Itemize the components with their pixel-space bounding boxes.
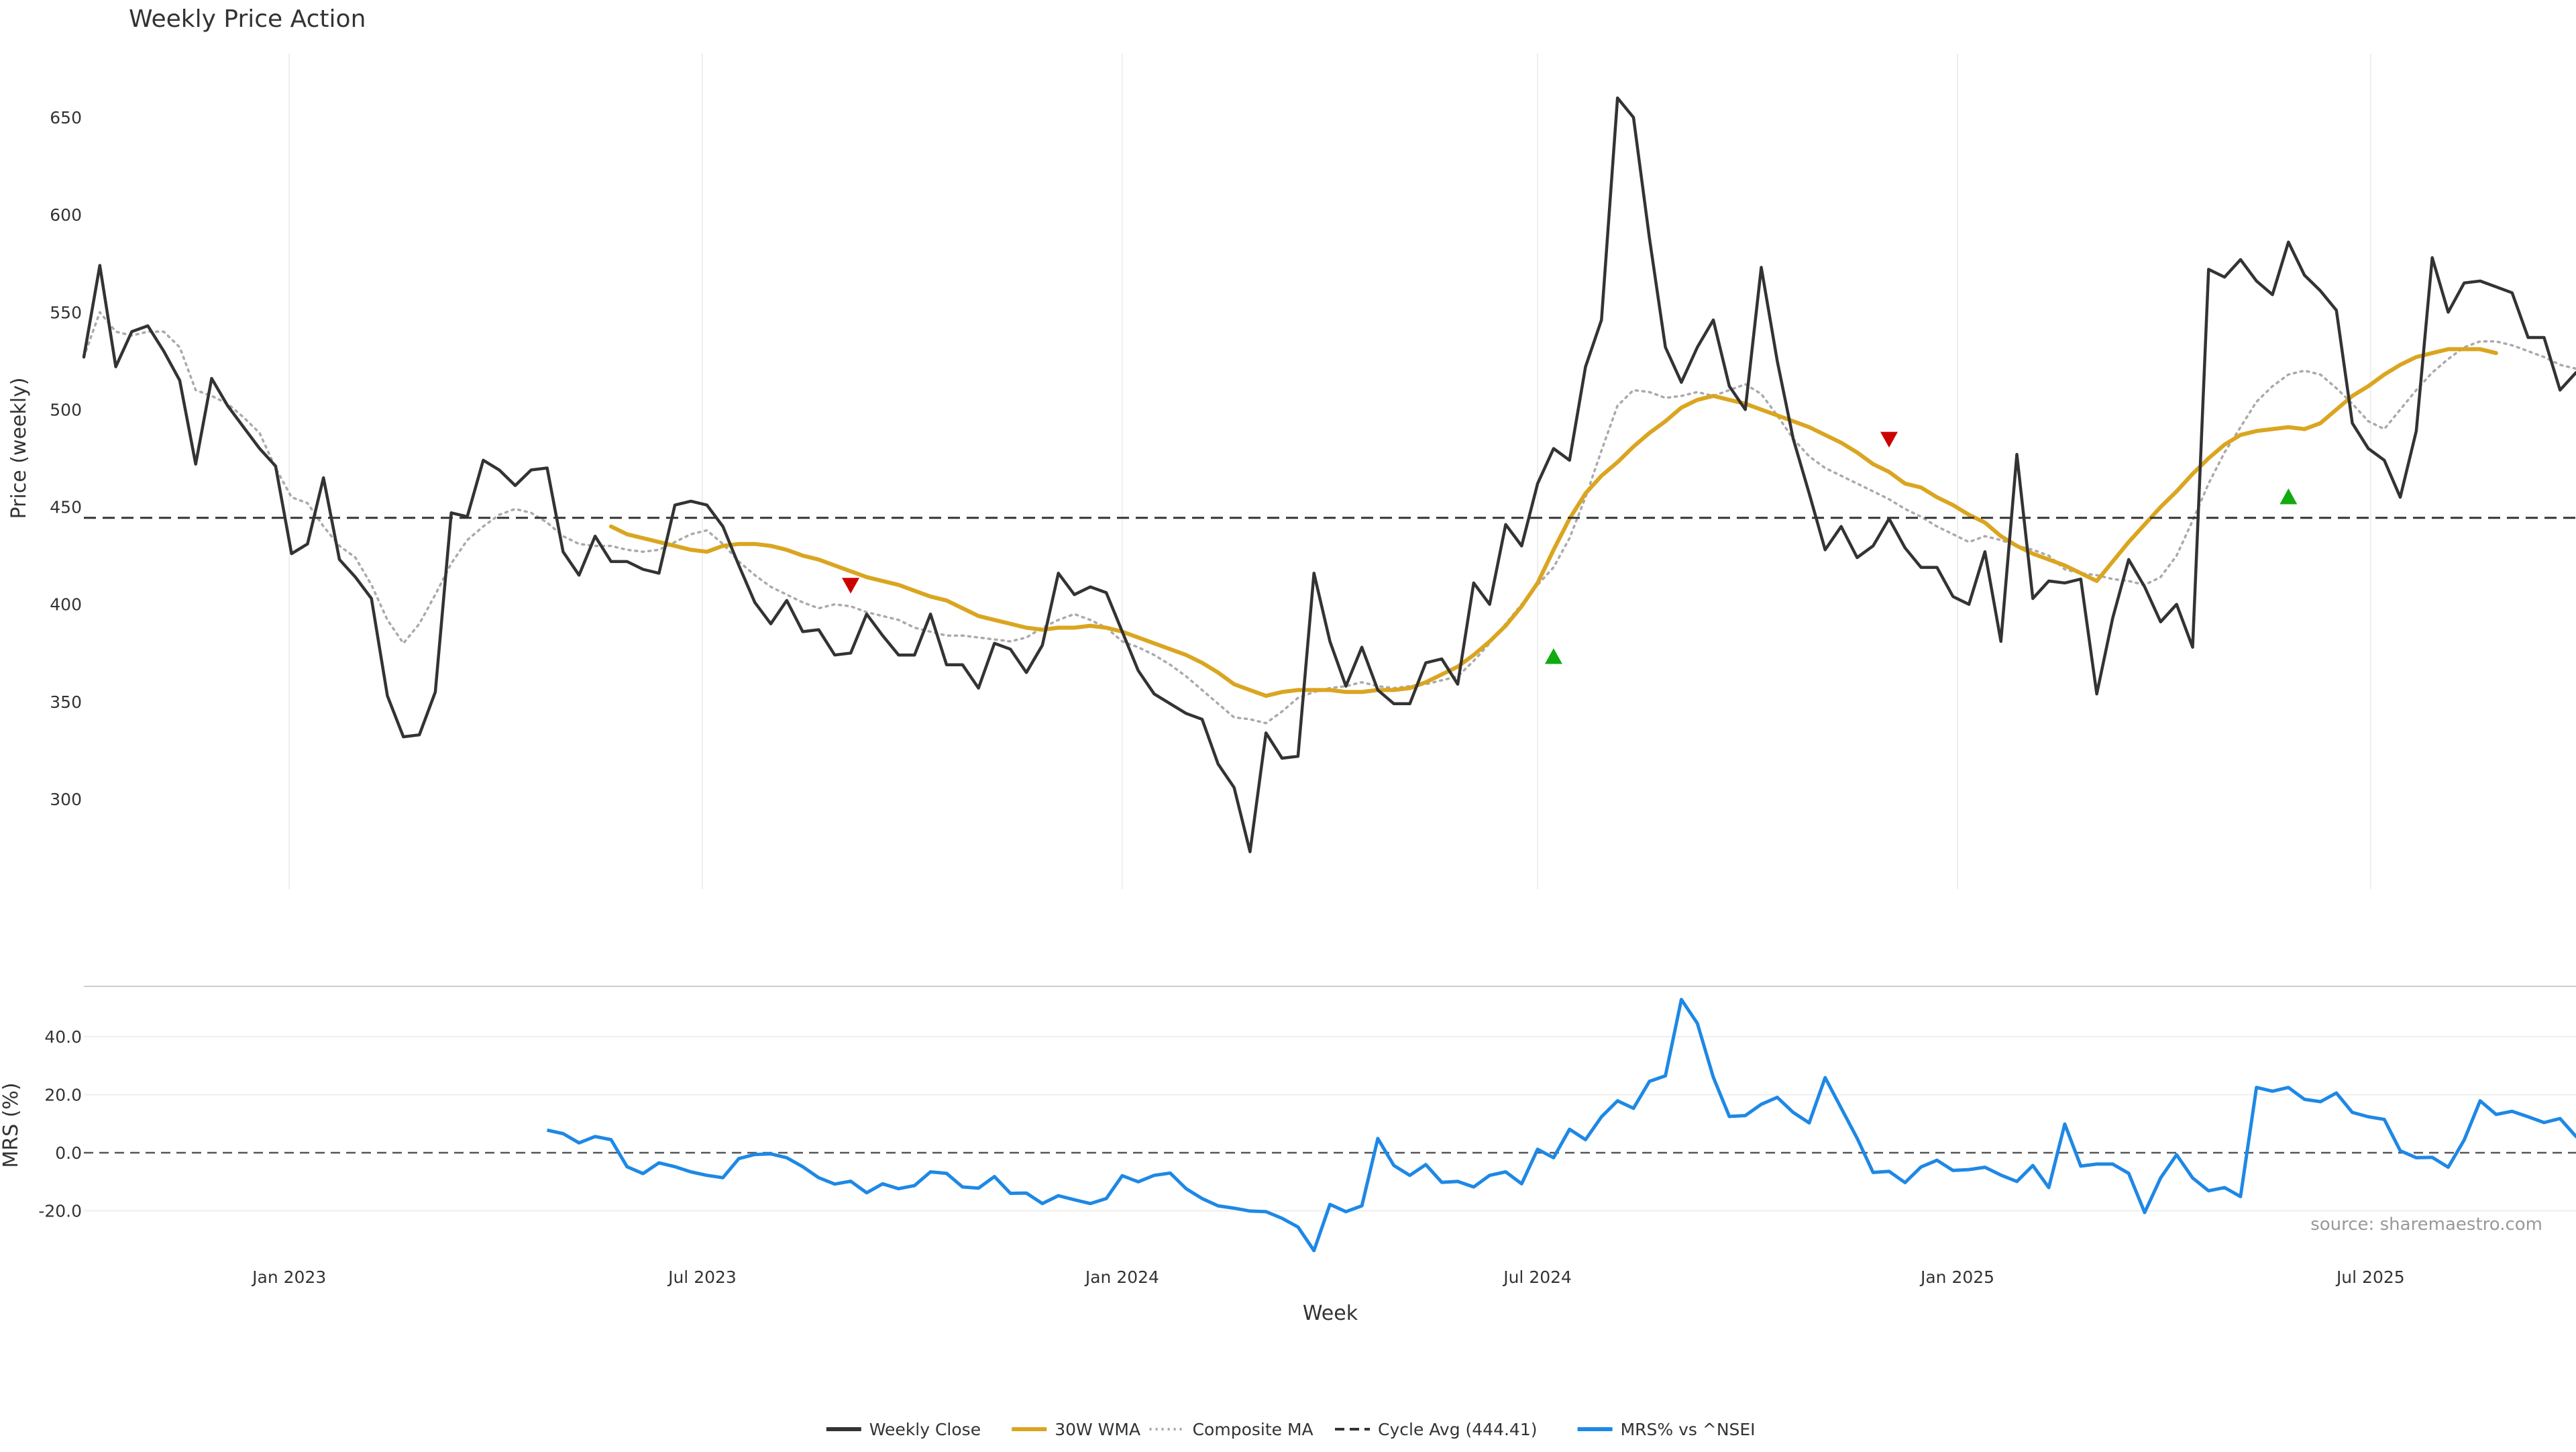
legend-label: Composite MA	[1193, 1420, 1313, 1439]
price-tick-label: 650	[50, 108, 82, 127]
source-annotation: source: sharemaestro.com	[2310, 1214, 2542, 1235]
price-axis-ticks: 300 350 400 450 500 550 600 650	[50, 108, 82, 809]
price-axis-label: Price (weekly)	[7, 377, 31, 519]
price-panel-gridlines	[288, 54, 2371, 889]
legend-label: Weekly Close	[869, 1420, 981, 1439]
mrs-tick-label: 0.0	[55, 1143, 82, 1163]
x-tick-label: Jul 2024	[1502, 1267, 1572, 1287]
x-tick-label: Jan 2023	[251, 1267, 326, 1287]
x-tick-label: Jan 2025	[1919, 1267, 1994, 1287]
signal-markers	[842, 431, 2298, 664]
x-tick-label: Jan 2024	[1084, 1267, 1159, 1287]
price-tick-label: 500	[50, 400, 82, 419]
legend-label: Cycle Avg (444.41)	[1378, 1420, 1538, 1439]
sell-signal-marker	[1880, 431, 1898, 448]
mrs-tick-label: 40.0	[44, 1027, 82, 1047]
x-axis-ticks: Jan 2023 Jul 2023 Jan 2024 Jul 2024 Jan 2025…	[251, 1267, 2405, 1287]
price-tick-label: 450	[50, 498, 82, 517]
series-weekly-close	[82, 96, 2576, 853]
price-tick-label: 600	[50, 205, 82, 225]
mrs-panel-gridlines	[84, 986, 2576, 1212]
x-tick-label: Jul 2025	[2335, 1267, 2405, 1287]
mrs-tick-label: 20.0	[44, 1086, 82, 1105]
mrs-tick-label: -20.0	[38, 1202, 82, 1221]
legend-label: MRS% vs ^NSEI	[1621, 1420, 1756, 1439]
mrs-axis-ticks: -20.0 0.0 20.0 40.0	[38, 1027, 82, 1221]
mrs-panel-series	[84, 998, 2576, 1253]
price-tick-label: 400	[50, 595, 82, 615]
price-tick-label: 300	[50, 790, 82, 809]
x-tick-label: Jul 2023	[667, 1267, 737, 1287]
legend-label: 30W WMA	[1055, 1420, 1140, 1439]
price-tick-label: 350	[50, 692, 82, 712]
series-30w-wma	[608, 347, 2498, 698]
sell-signal-marker	[842, 578, 860, 594]
x-axis-label: Week	[1303, 1302, 1358, 1325]
price-tick-label: 550	[50, 303, 82, 322]
chart-title: Weekly Price Action	[129, 5, 366, 33]
buy-signal-marker	[1544, 648, 1562, 664]
legend: Weekly Close 30W WMA Composite MA Cycle Avg…	[826, 1420, 1756, 1439]
mrs-axis-label: MRS (%)	[0, 1082, 23, 1168]
price-panel-series	[82, 96, 2576, 853]
buy-signal-marker	[2279, 488, 2298, 505]
series-mrs	[547, 998, 2576, 1253]
